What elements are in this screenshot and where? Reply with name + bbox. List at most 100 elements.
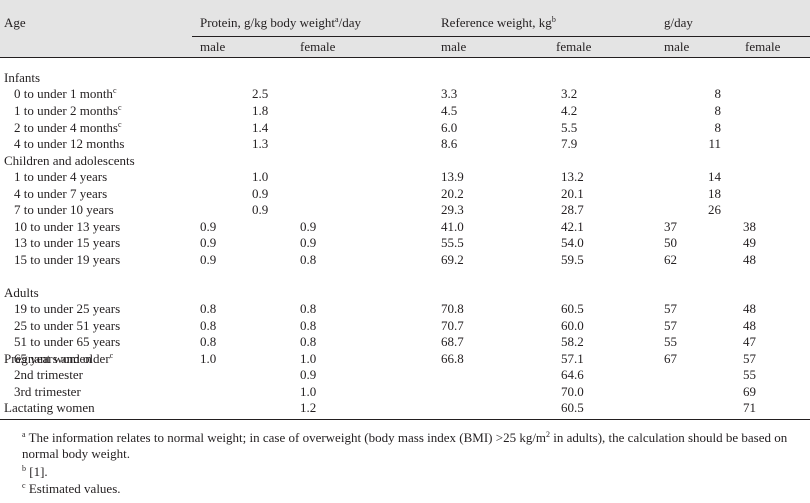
group-pregnant: Pregnant women (4, 351, 92, 366)
row-gday-male: 55 (664, 334, 677, 349)
row-ref-female: 54.0 (561, 235, 584, 250)
row-ref-male: 41.0 (441, 219, 464, 234)
header-protein: Protein, g/kg body weighta/day (200, 15, 361, 30)
row-gday: 11 (708, 136, 721, 151)
row-ref-male: 6.0 (441, 120, 458, 135)
row-gday-female: 71 (743, 400, 756, 415)
row-ref-female: 70.0 (561, 384, 584, 399)
row-protein-male: 0.8 (200, 301, 217, 316)
row-gday-male: 37 (664, 219, 677, 234)
header-bottom-rule (0, 57, 810, 58)
footnote-b: b [1]. (22, 464, 48, 479)
row-gday-female: 48 (743, 252, 756, 267)
row-ref-male: 4.5 (441, 103, 458, 118)
row-ref-female: 13.2 (561, 169, 584, 184)
row-ref-male: 66.8 (441, 351, 464, 366)
row-ref-male: 55.5 (441, 235, 464, 250)
group-infants: Infants (4, 70, 41, 85)
row-protein-female: 0.8 (300, 334, 317, 349)
row-protein-female: 1.0 (300, 384, 317, 399)
row-protein-male: 1.0 (200, 351, 217, 366)
row-gday-female: 69 (743, 384, 756, 399)
row-age: 10 to under 13 years (14, 219, 121, 234)
group-lactating: Lactating women (4, 400, 95, 415)
row-protein: 1.8 (252, 103, 269, 118)
row-ref-female: 7.9 (561, 136, 578, 151)
row-ref-male: 69.2 (441, 252, 464, 267)
row-ref-female: 42.1 (561, 219, 584, 234)
row-ref-male: 68.7 (441, 334, 464, 349)
row-ref-female: 57.1 (561, 351, 584, 366)
row-ref-female: 3.2 (561, 86, 578, 101)
row-age: 3rd trimester (14, 384, 81, 399)
row-age: 19 to under 25 years (14, 301, 121, 316)
row-protein: 1.0 (252, 169, 269, 184)
row-protein-female: 1.0 (300, 351, 317, 366)
row-protein: 1.4 (252, 120, 269, 135)
row-ref-female: 28.7 (561, 202, 584, 217)
row-protein: 2.5 (252, 86, 269, 101)
header-ref-female: female (556, 39, 592, 54)
row-protein-male: 0.9 (200, 235, 217, 250)
row-protein-female: 0.8 (300, 252, 317, 267)
header-gday-male: male (664, 39, 690, 54)
row-gday-male: 50 (664, 235, 677, 250)
row-ref-male: 29.3 (441, 202, 464, 217)
row-gday-male: 67 (664, 351, 677, 366)
header-protein-female: female (300, 39, 336, 54)
row-age: 7 to under 10 years (14, 202, 114, 217)
row-gday-male: 57 (664, 318, 677, 333)
row-gday: 8 (714, 86, 722, 101)
row-gday: 26 (708, 202, 721, 217)
row-protein-male: 0.9 (200, 252, 217, 267)
row-gday: 18 (708, 186, 721, 201)
row-ref-male: 70.7 (441, 318, 464, 333)
group-adults: Adults (4, 285, 39, 300)
table-bottom-rule (0, 419, 810, 420)
row-ref-female: 5.5 (561, 120, 578, 135)
row-gday-female: 38 (743, 219, 756, 234)
row-ref-female: 64.6 (561, 367, 584, 382)
row-ref-female: 60.0 (561, 318, 584, 333)
row-gday-female: 47 (743, 334, 756, 349)
row-ref-male: 20.2 (441, 186, 464, 201)
row-ref-female: 60.5 (561, 301, 584, 316)
footnote-c: c Estimated values. (22, 481, 121, 496)
row-gday: 8 (714, 120, 722, 135)
header-age: Age (4, 15, 26, 30)
row-gday: 14 (708, 169, 721, 184)
header-ref-male: male (441, 39, 467, 54)
footnote-a: a The information relates to normal weig… (22, 430, 788, 461)
row-ref-female: 60.5 (561, 400, 584, 415)
row-ref-female: 20.1 (561, 186, 584, 201)
row-age: 65 years and olderc (14, 351, 114, 366)
row-ref-male: 13.9 (441, 169, 464, 184)
row-gday-female: 48 (743, 301, 756, 316)
row-ref-female: 58.2 (561, 334, 584, 349)
header-divider (192, 36, 810, 37)
row-protein: 0.9 (252, 186, 269, 201)
row-gday-female: 57 (743, 351, 756, 366)
row-gday-female: 55 (743, 367, 756, 382)
row-age: 1 to under 4 years (14, 169, 108, 184)
row-age: 2nd trimester (14, 367, 83, 382)
header-g-per-day: g/day (664, 15, 693, 30)
row-protein: 1.3 (252, 136, 269, 151)
row-age: 4 to under 12 months (14, 136, 125, 151)
row-protein-female: 0.9 (300, 367, 317, 382)
table-header-background (0, 0, 810, 57)
row-age: 1 to under 2 monthsc (14, 103, 122, 118)
row-protein-female: 0.8 (300, 318, 317, 333)
row-protein-female: 0.8 (300, 301, 317, 316)
row-age: 4 to under 7 years (14, 186, 108, 201)
row-protein: 0.9 (252, 202, 269, 217)
row-protein-male: 0.9 (200, 219, 217, 234)
row-age: 15 to under 19 years (14, 252, 121, 267)
row-ref-female: 4.2 (561, 103, 578, 118)
row-gday-male: 57 (664, 301, 677, 316)
row-protein-male: 0.8 (200, 334, 217, 349)
row-protein-male: 0.8 (200, 318, 217, 333)
row-ref-male: 8.6 (441, 136, 458, 151)
row-protein-female: 0.9 (300, 219, 317, 234)
row-gday: 8 (714, 103, 722, 118)
